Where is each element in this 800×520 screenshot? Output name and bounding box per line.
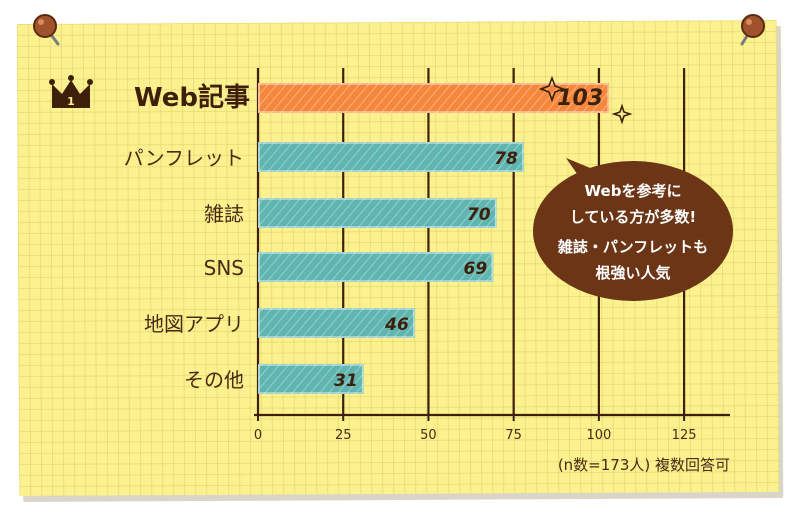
category-label: Web記事 <box>134 82 250 113</box>
category-label: パンフレット <box>124 146 244 170</box>
callout-line: 根強い人気 <box>595 264 670 282</box>
bar-outline <box>258 308 415 338</box>
pushpin-right-icon <box>740 14 765 46</box>
bar-outline <box>258 83 609 113</box>
data-label: 69 <box>464 259 488 279</box>
pushpin-left-icon <box>33 14 60 46</box>
sample-size-note: (n数=173人) 複数回答可 <box>558 456 730 474</box>
bar-hatch <box>258 252 494 282</box>
x-tick-label: 50 <box>420 428 437 443</box>
x-tick-labels: 0 25 50 75 100 125 <box>254 415 697 443</box>
bar-hatch <box>258 198 497 228</box>
data-label: 46 <box>384 315 409 335</box>
crown-icon: 1 <box>49 75 93 108</box>
data-label: 78 <box>494 149 518 169</box>
callout-line: Webを参考に <box>585 182 682 200</box>
callout-line: 雑誌・パンフレットも <box>557 238 708 256</box>
bar-outline <box>258 198 497 228</box>
x-tick-label: 25 <box>335 428 352 443</box>
bar-outline <box>258 364 364 394</box>
rank-number: 1 <box>67 95 75 108</box>
bar-outline <box>258 252 493 282</box>
category-label: その他 <box>184 368 244 392</box>
x-tick-label: 0 <box>254 428 262 443</box>
category-label: 雑誌 <box>204 202 244 226</box>
x-tick-label: 100 <box>586 428 611 443</box>
x-tick-label: 75 <box>505 428 522 443</box>
data-label: 70 <box>467 205 491 225</box>
data-label: 103 <box>557 86 603 111</box>
bar-hatch <box>258 364 364 394</box>
sparkle-icon <box>538 75 633 125</box>
bar-hatch <box>258 308 415 338</box>
callout-line: している方が多数! <box>570 208 696 226</box>
bar-outline <box>258 142 524 172</box>
data-label: 31 <box>334 371 358 391</box>
category-label: SNS <box>204 256 244 280</box>
bar-hatch <box>258 142 524 172</box>
bars: 103 78 70 69 46 31 <box>258 83 610 394</box>
category-label: 地図アプリ <box>144 312 244 336</box>
x-tick-label: 125 <box>672 428 697 443</box>
